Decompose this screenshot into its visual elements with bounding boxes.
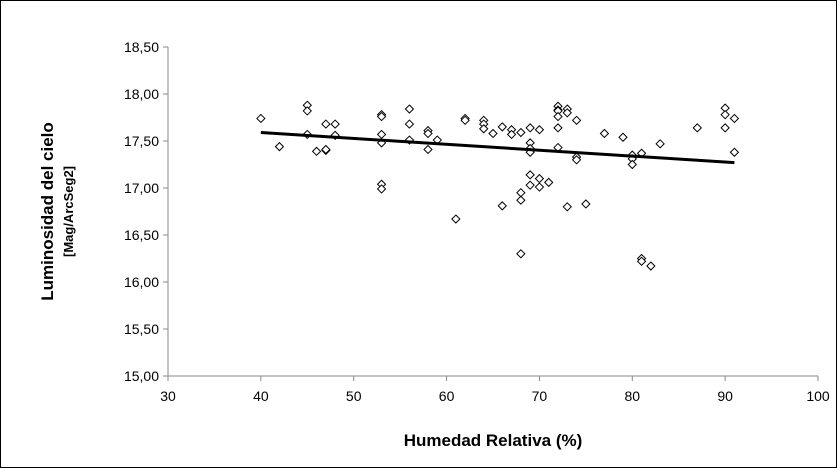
data-point xyxy=(516,249,526,259)
data-point xyxy=(599,128,610,139)
data-point xyxy=(692,123,702,133)
data-point xyxy=(321,119,331,129)
y-tick-label: 15,50 xyxy=(124,321,159,337)
data-point xyxy=(376,129,387,140)
data-point xyxy=(627,159,637,170)
data-point xyxy=(553,123,563,133)
data-point xyxy=(497,122,507,132)
data-point xyxy=(525,123,535,133)
x-tick-label: 70 xyxy=(532,388,548,404)
data-point xyxy=(497,201,507,211)
data-point xyxy=(330,119,340,129)
data-point xyxy=(720,109,730,120)
data-point xyxy=(534,125,545,135)
x-tick-label: 30 xyxy=(160,388,176,404)
y-tick-label: 15,00 xyxy=(124,368,159,384)
data-point xyxy=(479,124,489,134)
data-point xyxy=(460,115,470,126)
data-point xyxy=(571,115,582,126)
data-point xyxy=(729,147,740,157)
data-point xyxy=(525,170,535,180)
y-tick-label: 18,00 xyxy=(124,86,159,102)
y-axis-ticks: 15,00 15,50 16,00 16,50 17,00 17,50 18,00 18,50 xyxy=(124,39,168,384)
data-point xyxy=(256,113,266,124)
data-point xyxy=(376,184,387,194)
x-tick-label: 60 xyxy=(439,388,455,404)
axes xyxy=(167,47,818,377)
data-point xyxy=(571,155,582,165)
x-tick-label: 40 xyxy=(253,388,269,404)
x-tick-label: 100 xyxy=(806,388,830,404)
data-point xyxy=(488,128,498,139)
y-tick-label: 16,00 xyxy=(124,274,159,290)
y-axis-unit: [Mag/ArcSeg2] xyxy=(61,166,76,257)
data-point xyxy=(636,256,647,267)
data-point xyxy=(646,261,656,271)
y-tick-label: 18,50 xyxy=(124,39,159,55)
data-point xyxy=(321,144,331,155)
data-point xyxy=(516,127,526,138)
data-point xyxy=(562,202,572,212)
data-point xyxy=(581,199,591,209)
data-point xyxy=(404,119,415,129)
data-point xyxy=(544,177,554,188)
data-point xyxy=(534,173,545,184)
data-point xyxy=(729,113,740,124)
data-point xyxy=(553,111,563,122)
data-point xyxy=(311,146,322,157)
y-tick-label: 17,00 xyxy=(124,180,159,196)
data-point xyxy=(423,128,433,139)
x-tick-label: 50 xyxy=(346,388,362,404)
data-point xyxy=(516,195,526,205)
trend-line xyxy=(260,131,735,165)
data-point xyxy=(562,108,572,118)
y-tick-label: 16,50 xyxy=(124,227,159,243)
data-point xyxy=(534,182,545,192)
data-point xyxy=(274,141,285,152)
data-point xyxy=(506,129,517,140)
x-axis-ticks: 30 40 50 60 70 80 90 100 xyxy=(160,376,830,404)
data-point xyxy=(451,214,461,224)
y-tick-label: 17,50 xyxy=(124,133,159,149)
x-axis-title: Humedad Relativa (%) xyxy=(404,431,583,450)
data-point xyxy=(720,123,730,133)
data-point xyxy=(516,187,526,198)
data-point xyxy=(618,132,628,142)
data-point xyxy=(302,106,312,116)
data-points xyxy=(256,100,740,271)
data-point xyxy=(404,104,415,114)
x-tick-label: 80 xyxy=(624,388,640,404)
x-tick-label: 90 xyxy=(717,388,733,404)
y-axis-title: Luminosidad del cielo xyxy=(38,122,57,301)
data-point xyxy=(525,180,535,190)
data-point xyxy=(655,139,665,149)
data-point xyxy=(423,144,433,155)
data-point xyxy=(376,111,387,122)
